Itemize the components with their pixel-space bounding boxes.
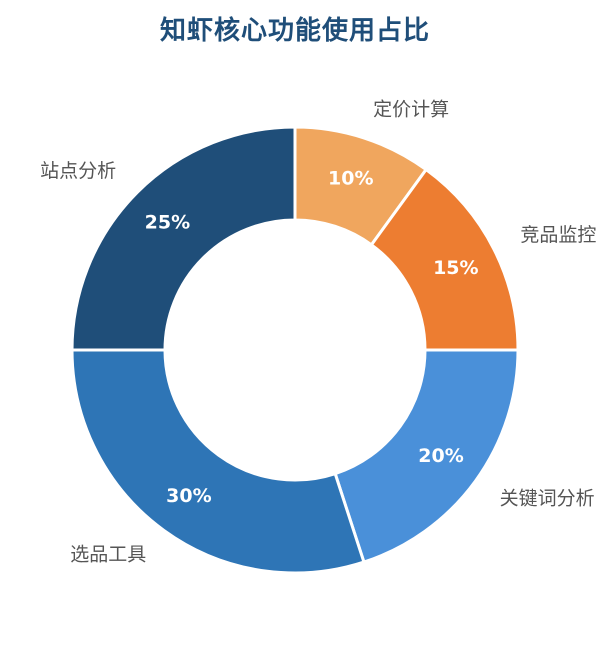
slice-value-label-1: 10% — [328, 167, 373, 189]
slice-category-label-2: 竞品监控 — [520, 224, 596, 246]
slice-category-label-1: 定价计算 — [373, 98, 449, 120]
slice-value-label-2: 15% — [433, 257, 478, 279]
slice-value-label-4: 30% — [166, 485, 211, 507]
slice-value-label-5: 25% — [145, 211, 190, 233]
slice-category-label-4: 选品工具 — [70, 544, 146, 566]
slice-category-label-3: 关键词分析 — [500, 488, 595, 510]
slice-category-label-5: 站点分析 — [40, 160, 116, 182]
donut-slice-4 — [70, 348, 366, 575]
chart-title: 知虾核心功能使用占比 — [159, 16, 430, 46]
slice-value-label-3: 20% — [418, 445, 463, 467]
donut-slice-3 — [333, 348, 520, 564]
donut-slice-5 — [70, 125, 297, 352]
